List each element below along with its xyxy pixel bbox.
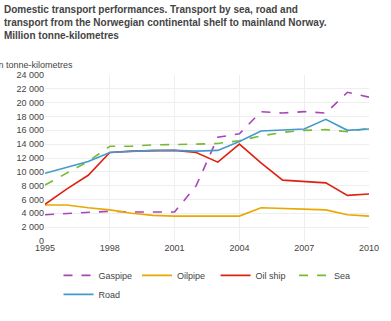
svg-text:2010: 2010: [359, 243, 379, 253]
svg-text:16 000: 16 000: [16, 125, 44, 135]
svg-text:Road: Road: [99, 290, 121, 300]
svg-text:Million tonne-kilometres: Million tonne-kilometres: [0, 60, 73, 70]
svg-text:8 000: 8 000: [21, 181, 44, 191]
svg-text:2 000: 2 000: [21, 222, 44, 232]
svg-text:1995: 1995: [35, 243, 55, 253]
svg-text:Oil ship: Oil ship: [256, 271, 286, 281]
svg-text:14 000: 14 000: [16, 139, 44, 149]
svg-text:20 000: 20 000: [16, 98, 44, 108]
svg-text:Gaspipe: Gaspipe: [99, 271, 133, 281]
svg-text:0: 0: [39, 236, 44, 246]
svg-text:1998: 1998: [100, 243, 120, 253]
svg-text:24 000: 24 000: [16, 70, 44, 80]
svg-text:Sea: Sea: [334, 271, 350, 281]
svg-text:4 000: 4 000: [21, 208, 44, 218]
svg-text:2001: 2001: [165, 243, 185, 253]
svg-text:12 000: 12 000: [16, 153, 44, 163]
svg-text:2004: 2004: [229, 243, 249, 253]
svg-text:2007: 2007: [294, 243, 314, 253]
svg-text:Oilpipe: Oilpipe: [177, 271, 205, 281]
svg-text:22 000: 22 000: [16, 84, 44, 94]
svg-text:6 000: 6 000: [21, 195, 44, 205]
svg-text:Domestic transport performance: Domestic transport performances. Transpo…: [4, 4, 327, 41]
svg-text:10 000: 10 000: [16, 167, 44, 177]
svg-text:18 000: 18 000: [16, 112, 44, 122]
